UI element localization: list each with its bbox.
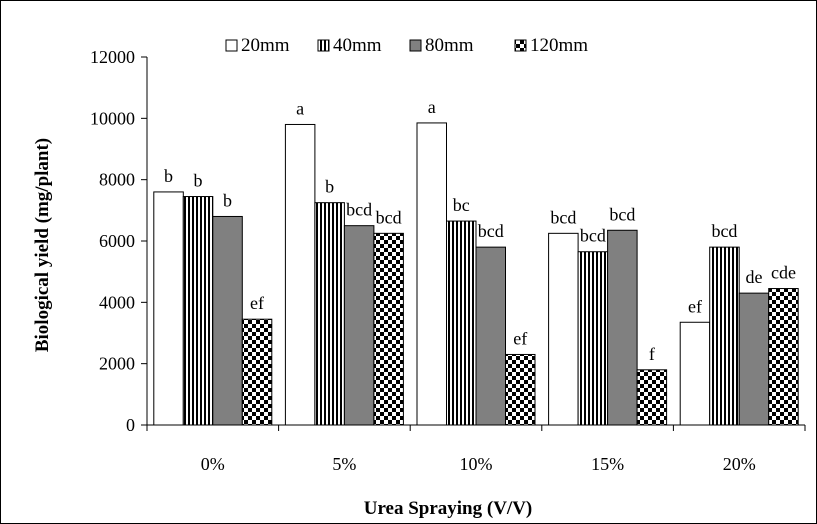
significance-label: b (164, 166, 173, 186)
y-tick-label: 4000 (99, 292, 135, 312)
bar-40mm-15pct (577, 251, 609, 426)
significance-label: de (745, 267, 762, 287)
legend-swatch-120mm (514, 39, 527, 52)
bar-20mm-10pct (416, 122, 447, 426)
significance-label: bcd (580, 226, 606, 246)
bar-20mm-0pct (153, 191, 184, 426)
bar-120mm-10pct (505, 353, 536, 426)
bar-40mm-10pct (446, 220, 477, 426)
significance-label: b (325, 177, 334, 197)
legend-label-80mm: 80mm (425, 35, 474, 56)
bar-120mm-20pct (768, 288, 799, 426)
x-tick-label: 15% (591, 454, 624, 474)
bar-80mm-15pct (607, 229, 638, 426)
significance-label: b (194, 171, 203, 191)
legend-label-40mm: 40mm (333, 35, 382, 56)
significance-label: bcd (478, 221, 504, 241)
significance-label: bcd (609, 204, 635, 224)
significance-label: b (223, 190, 232, 210)
significance-label: bcd (346, 200, 372, 220)
y-axis-ticks: 0 2000 4000 6000 8000 10000 12000 (90, 47, 147, 435)
x-tick-label: 5% (332, 454, 356, 474)
legend-swatch-80mm (409, 39, 422, 52)
significance-label: f (649, 344, 655, 364)
bar-120mm-15pct (636, 369, 668, 426)
bar-40mm-0pct (182, 196, 214, 426)
bar-80mm-20pct (738, 292, 770, 426)
bar-20mm-15pct (548, 232, 579, 426)
legend-swatch-40mm (317, 39, 330, 52)
bar-20mm-5pct (284, 123, 316, 426)
x-tick-label: 10% (460, 454, 493, 474)
legend-label-120mm: 120mm (530, 35, 588, 56)
bar-80mm-0pct (212, 215, 243, 426)
significance-label: ef (250, 293, 264, 313)
bar-80mm-10pct (475, 246, 506, 426)
y-tick-label: 0 (126, 415, 135, 435)
bar-40mm-5pct (314, 202, 345, 426)
bar-120mm-0pct (241, 318, 273, 426)
y-tick-label: 8000 (99, 170, 135, 190)
y-tick-label: 2000 (99, 354, 135, 374)
significance-label: bc (453, 195, 470, 215)
legend-swatch-20mm (225, 39, 238, 52)
y-axis-title: Biological yield (mg/plant) (32, 138, 53, 352)
significance-label: cde (771, 263, 796, 283)
significance-label: bcd (376, 207, 402, 227)
y-tick-label: 12000 (90, 47, 135, 67)
x-axis-ticks: 0% 5% 10% 15% 20% (146, 425, 806, 474)
significance-label: a (428, 97, 436, 117)
bar-120mm-5pct (373, 232, 404, 426)
x-tick-label: 20% (723, 454, 756, 474)
y-tick-label: 10000 (90, 108, 135, 128)
significance-label: a (296, 98, 304, 118)
significance-label: ef (688, 296, 702, 316)
significance-label: ef (513, 328, 527, 348)
bars (153, 122, 799, 426)
significance-label: bcd (711, 221, 737, 241)
x-tick-label: 0% (201, 454, 225, 474)
bar-20mm-20pct (679, 321, 711, 426)
x-axis-title: Urea Spraying (V/V) (364, 498, 533, 519)
y-tick-label: 6000 (99, 231, 135, 251)
significance-label: bcd (550, 207, 576, 227)
legend: 20mm 40mm 80mm 120mm (225, 35, 588, 56)
bar-80mm-5pct (343, 225, 375, 426)
legend-label-20mm: 20mm (241, 35, 290, 56)
bar-40mm-20pct (709, 246, 740, 426)
